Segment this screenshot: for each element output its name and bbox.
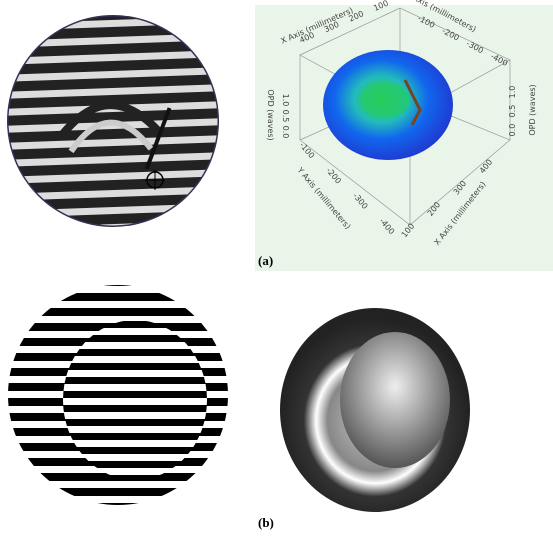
phase-map — [280, 308, 470, 512]
panel-label: (a) — [258, 253, 273, 268]
axis-title: OPD (waves) — [266, 89, 275, 140]
tick-label: 0.5 — [508, 105, 517, 118]
tick-label: 0.5 — [281, 110, 290, 123]
interferogram-photo — [0, 6, 234, 244]
panel-label: (b) — [258, 515, 274, 530]
axis-title: OPD (waves) — [528, 84, 537, 135]
tick-label: 0.0 — [508, 124, 517, 137]
tick-label: 0.0 — [281, 126, 290, 139]
figure: 400300200100X Axis (millimeters)-100-200… — [0, 0, 553, 537]
simulated-fringes — [0, 280, 240, 510]
tick-label: 1.0 — [508, 86, 517, 99]
tick-label: 1.0 — [281, 94, 290, 107]
